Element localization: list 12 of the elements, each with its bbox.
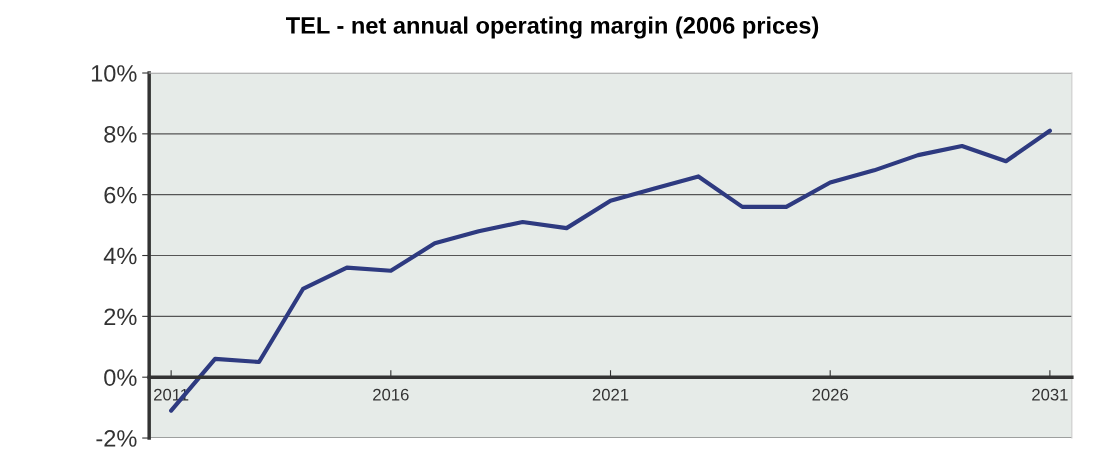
y-tick-label: 2% bbox=[104, 308, 137, 326]
x-tick-label: 2031 bbox=[1032, 388, 1068, 401]
x-tick-label: 2021 bbox=[592, 388, 629, 401]
y-tick-label: 8% bbox=[104, 125, 137, 143]
chart-title: TEL - net annual operating margin (2006 prices) bbox=[286, 16, 819, 39]
y-tick-label: -2% bbox=[96, 430, 137, 447]
x-tick-label: 2026 bbox=[812, 388, 848, 401]
x-tick-label: 2016 bbox=[373, 388, 409, 401]
y-tick-label: 6% bbox=[104, 186, 137, 204]
y-tick-label: 4% bbox=[103, 247, 137, 265]
y-tick-label: 10% bbox=[91, 65, 137, 82]
y-tick-label: 0% bbox=[104, 369, 137, 386]
